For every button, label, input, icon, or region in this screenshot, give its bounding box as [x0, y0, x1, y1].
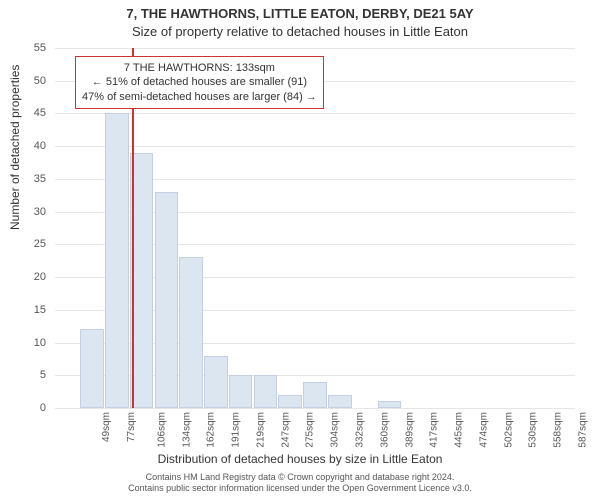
histogram-bar	[179, 257, 203, 408]
xtick-label: 360sqm	[379, 412, 390, 448]
xtick-label: 247sqm	[280, 412, 291, 448]
ytick-label: 35	[20, 173, 46, 185]
ytick-label: 10	[20, 337, 46, 349]
x-axis-label: Distribution of detached houses by size …	[0, 452, 600, 466]
histogram-bar	[254, 375, 278, 408]
ytick-label: 5	[20, 369, 46, 381]
footer-attribution: Contains HM Land Registry data © Crown c…	[0, 472, 600, 494]
property-annotation: 7 THE HAWTHORNS: 133sqm ← 51% of detache…	[75, 56, 324, 109]
xtick-label: 219sqm	[256, 412, 267, 448]
ytick-label: 45	[20, 107, 46, 119]
xtick-label: 445sqm	[454, 412, 465, 448]
histogram-bar	[278, 395, 302, 408]
xtick-label: 191sqm	[231, 412, 242, 448]
title-sub: Size of property relative to detached ho…	[0, 24, 600, 39]
histogram-bar	[80, 329, 104, 408]
plot-area: 7 THE HAWTHORNS: 133sqm ← 51% of detache…	[55, 48, 575, 408]
xtick-label: 474sqm	[478, 412, 489, 448]
ytick-label: 30	[20, 206, 46, 218]
histogram-bar	[229, 375, 253, 408]
footer-line1: Contains HM Land Registry data © Crown c…	[146, 472, 455, 482]
ytick-label: 55	[20, 42, 46, 54]
ytick-label: 0	[20, 402, 46, 414]
xtick-label: 558sqm	[553, 412, 564, 448]
xtick-label: 502sqm	[503, 412, 514, 448]
annotation-line1: 7 THE HAWTHORNS: 133sqm	[82, 61, 317, 75]
histogram-bar	[303, 382, 327, 408]
xtick-label: 49sqm	[101, 412, 112, 442]
ytick-label: 25	[20, 238, 46, 250]
ytick-label: 40	[20, 140, 46, 152]
chart-container: 7, THE HAWTHORNS, LITTLE EATON, DERBY, D…	[0, 0, 600, 500]
xtick-label: 106sqm	[156, 412, 167, 448]
annotation-line3: 47% of semi-detached houses are larger (…	[82, 90, 317, 104]
xtick-label: 530sqm	[528, 412, 539, 448]
xtick-label: 134sqm	[181, 412, 192, 448]
ytick-label: 15	[20, 304, 46, 316]
xtick-label: 389sqm	[404, 412, 415, 448]
histogram-bar	[378, 401, 402, 408]
ytick-label: 50	[20, 75, 46, 87]
xtick-label: 332sqm	[355, 412, 366, 448]
xtick-label: 587sqm	[577, 412, 588, 448]
ytick-label: 20	[20, 271, 46, 283]
histogram-bar	[204, 356, 228, 408]
annotation-line2: ← 51% of detached houses are smaller (91…	[82, 75, 317, 89]
xtick-label: 417sqm	[429, 412, 440, 448]
xtick-label: 162sqm	[206, 412, 217, 448]
histogram-bar	[155, 192, 179, 408]
xtick-label: 275sqm	[305, 412, 316, 448]
grid-line	[55, 408, 575, 409]
title-main: 7, THE HAWTHORNS, LITTLE EATON, DERBY, D…	[0, 6, 600, 21]
xtick-label: 77sqm	[126, 412, 137, 442]
xtick-label: 304sqm	[330, 412, 341, 448]
footer-line2: Contains public sector information licen…	[128, 483, 472, 493]
histogram-bar	[105, 113, 129, 408]
histogram-bar	[328, 395, 352, 408]
